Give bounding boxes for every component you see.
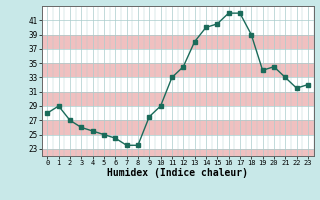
Bar	[42, 149, 314, 156]
Bar	[42, 120, 314, 135]
Bar	[42, 135, 314, 149]
Bar	[42, 35, 314, 49]
Bar	[42, 49, 314, 63]
Bar	[42, 92, 314, 106]
Bar	[42, 63, 314, 77]
Bar	[42, 6, 314, 20]
Bar	[42, 20, 314, 35]
Bar	[42, 106, 314, 120]
Bar	[42, 77, 314, 92]
X-axis label: Humidex (Indice chaleur): Humidex (Indice chaleur)	[107, 168, 248, 178]
